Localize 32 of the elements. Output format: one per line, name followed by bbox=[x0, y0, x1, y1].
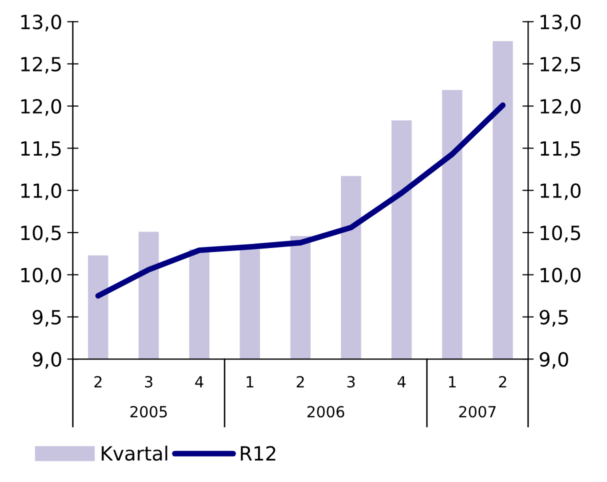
y2-tick-label: 11,0 bbox=[540, 183, 581, 200]
y-tick-label: 11,5 bbox=[21, 141, 61, 158]
y2-tick-label: 12,0 bbox=[540, 98, 581, 116]
y-tick-label: 12,5 bbox=[21, 56, 61, 74]
y2-tick-label: 13,0 bbox=[540, 14, 581, 32]
y2-tick-label: 9,0 bbox=[540, 352, 568, 369]
y-tick-label: 9,5 bbox=[32, 310, 61, 327]
y2-tick-label: 10,5 bbox=[540, 226, 580, 242]
y-tick-label: 10,0 bbox=[21, 268, 62, 284]
y2-tick-label: 10,0 bbox=[540, 268, 581, 284]
x-tick-label: 4 bbox=[195, 376, 204, 388]
legend-label: R12 bbox=[240, 446, 276, 460]
text: 2005 bbox=[130, 406, 167, 418]
legend-label: Kvartal bbox=[102, 446, 168, 461]
x-tick-label: 3 bbox=[145, 376, 152, 388]
y2-tick-label: 11,5 bbox=[540, 141, 580, 158]
x-tick-label: 3 bbox=[347, 376, 355, 388]
x-tick-label: 1 bbox=[449, 376, 456, 388]
x-tick-label: 2 bbox=[296, 376, 304, 388]
y-tick-label: 12,0 bbox=[21, 98, 62, 116]
y-tick-label: 9,0 bbox=[32, 352, 62, 369]
y-tick-label: 11,0 bbox=[21, 183, 62, 200]
y-tick-label: 13,0 bbox=[21, 14, 62, 32]
text: 2007 bbox=[459, 406, 496, 418]
text: 2006 bbox=[307, 406, 344, 418]
y2-tick-label: 12,5 bbox=[540, 56, 580, 74]
x-tick-label: 4 bbox=[398, 376, 406, 388]
x-tick-label: 2 bbox=[94, 376, 102, 388]
y2-tick-label: 9,5 bbox=[540, 310, 568, 327]
y-tick-label: 10,5 bbox=[21, 226, 61, 242]
x-tick-label: 2 bbox=[499, 376, 506, 388]
x-tick-label: 1 bbox=[246, 376, 254, 388]
